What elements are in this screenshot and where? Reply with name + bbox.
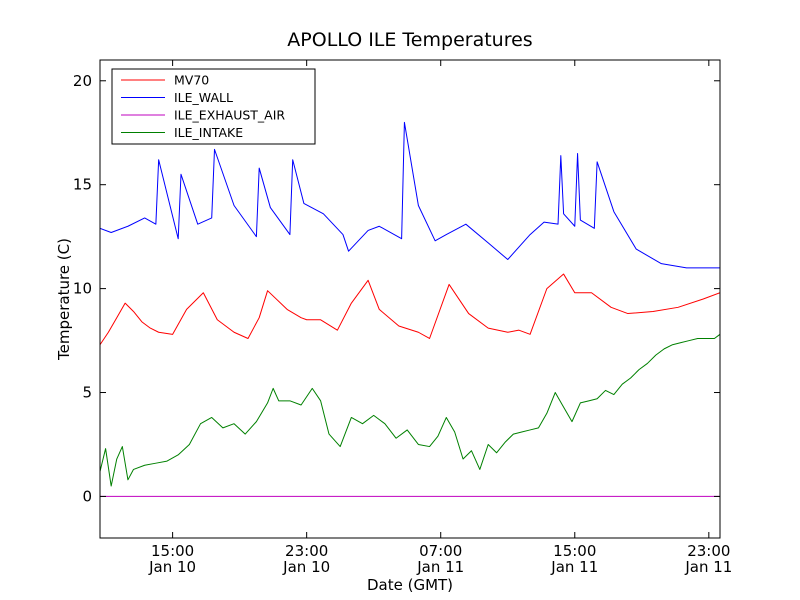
series-line-ile-wall xyxy=(100,121,720,269)
y-axis-title: Temperature (C) xyxy=(55,238,73,361)
x-tick-label-date: Jan 11 xyxy=(550,558,598,576)
legend-label: ILE_WALL xyxy=(174,90,233,105)
x-tick-label-date: Jan 10 xyxy=(282,558,330,576)
y-tick-label: 5 xyxy=(82,384,92,402)
series-line-mv70 xyxy=(100,273,720,345)
x-tick-label-time: 23:00 xyxy=(285,542,328,560)
x-tick-label-date: Jan 11 xyxy=(416,558,464,576)
x-tick-label-time: 15:00 xyxy=(151,542,194,560)
series-line-ile-intake xyxy=(100,333,720,487)
legend-label: ILE_EXHAUST_AIR xyxy=(174,108,285,123)
x-axis-title: Date (GMT) xyxy=(367,576,453,594)
y-tick-label: 15 xyxy=(73,176,92,194)
x-tick-label-time: 23:00 xyxy=(687,542,730,560)
chart-title: APOLLO ILE Temperatures xyxy=(287,29,532,51)
legend-frame xyxy=(111,68,316,145)
y-tick-label: 20 xyxy=(73,72,92,90)
x-tick-label-date: Jan 10 xyxy=(148,558,196,576)
x-tick-label-date: Jan 11 xyxy=(684,558,732,576)
series-layer xyxy=(100,121,720,497)
y-tick-label: 0 xyxy=(82,487,92,505)
legend-label: MV70 xyxy=(174,73,209,88)
x-tick-label-time: 15:00 xyxy=(553,542,596,560)
y-tick-label: 10 xyxy=(73,280,92,298)
legend-label: ILE_INTAKE xyxy=(174,125,243,140)
x-tick-label-time: 07:00 xyxy=(419,542,462,560)
legend: MV70 ILE_WALL ILE_EXHAUST_AIR ILE_INTAKE xyxy=(111,68,316,145)
plot-frame xyxy=(99,59,721,539)
